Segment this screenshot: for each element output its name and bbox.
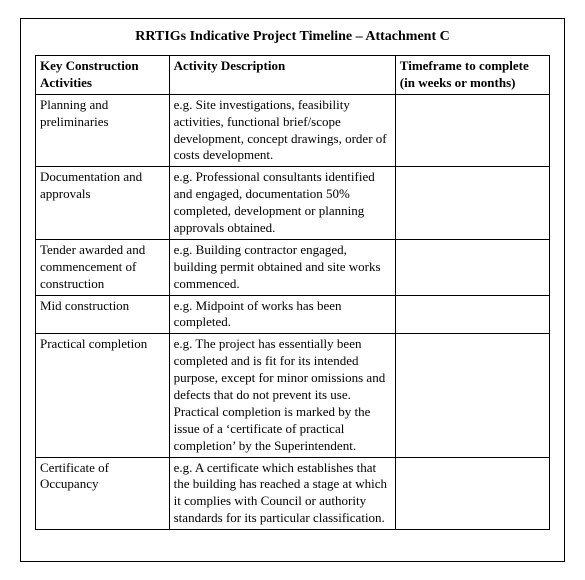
table-row: Tender awarded and commencement of const… <box>36 239 550 295</box>
col-header-timeframe: Timeframe to complete (in weeks or month… <box>395 56 549 95</box>
cell-description: e.g. The project has essentially been co… <box>169 334 395 457</box>
table-header-row: Key Construction Activities Activity Des… <box>36 56 550 95</box>
timeline-table: Key Construction Activities Activity Des… <box>35 55 550 530</box>
cell-activity: Certificate of Occupancy <box>36 457 170 530</box>
cell-timeframe <box>395 94 549 167</box>
table-row: Certificate of Occupancy e.g. A certific… <box>36 457 550 530</box>
table-row: Documentation and approvals e.g. Profess… <box>36 167 550 240</box>
cell-activity: Documentation and approvals <box>36 167 170 240</box>
cell-activity: Tender awarded and commencement of const… <box>36 239 170 295</box>
cell-activity: Mid construction <box>36 295 170 334</box>
cell-timeframe <box>395 334 549 457</box>
cell-activity: Planning and preliminaries <box>36 94 170 167</box>
table-row: Mid construction e.g. Midpoint of works … <box>36 295 550 334</box>
cell-timeframe <box>395 457 549 530</box>
cell-description: e.g. Site investigations, feasibility ac… <box>169 94 395 167</box>
col-header-description: Activity Description <box>169 56 395 95</box>
cell-timeframe <box>395 239 549 295</box>
col-header-activities: Key Construction Activities <box>36 56 170 95</box>
cell-timeframe <box>395 167 549 240</box>
cell-description: e.g. Building contractor engaged, buildi… <box>169 239 395 295</box>
cell-description: e.g. Midpoint of works has been complete… <box>169 295 395 334</box>
page-title: RRTIGs Indicative Project Timeline – Att… <box>35 29 550 45</box>
cell-timeframe <box>395 295 549 334</box>
cell-description: e.g. Professional consultants identified… <box>169 167 395 240</box>
table-row: Planning and preliminaries e.g. Site inv… <box>36 94 550 167</box>
cell-description: e.g. A certificate which establishes tha… <box>169 457 395 530</box>
page-frame: RRTIGs Indicative Project Timeline – Att… <box>20 18 565 562</box>
table-row: Practical completion e.g. The project ha… <box>36 334 550 457</box>
cell-activity: Practical completion <box>36 334 170 457</box>
